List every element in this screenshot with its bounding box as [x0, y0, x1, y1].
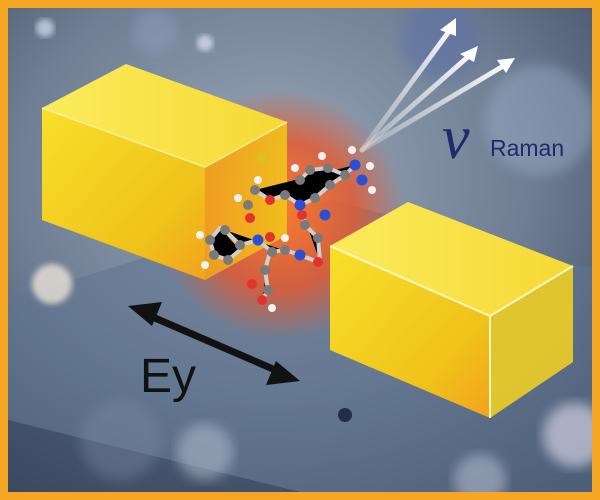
raman-nu-symbol: ν: [442, 104, 470, 172]
field-direction-arrow-icon: [128, 302, 300, 385]
raman-subscript-label: Raman: [490, 135, 564, 161]
molecule-icon: [196, 146, 376, 312]
scattered-light-arrows-icon: [359, 18, 515, 153]
field-label-ey: Ey: [140, 350, 196, 403]
gold-nanorod-right: [329, 202, 574, 418]
